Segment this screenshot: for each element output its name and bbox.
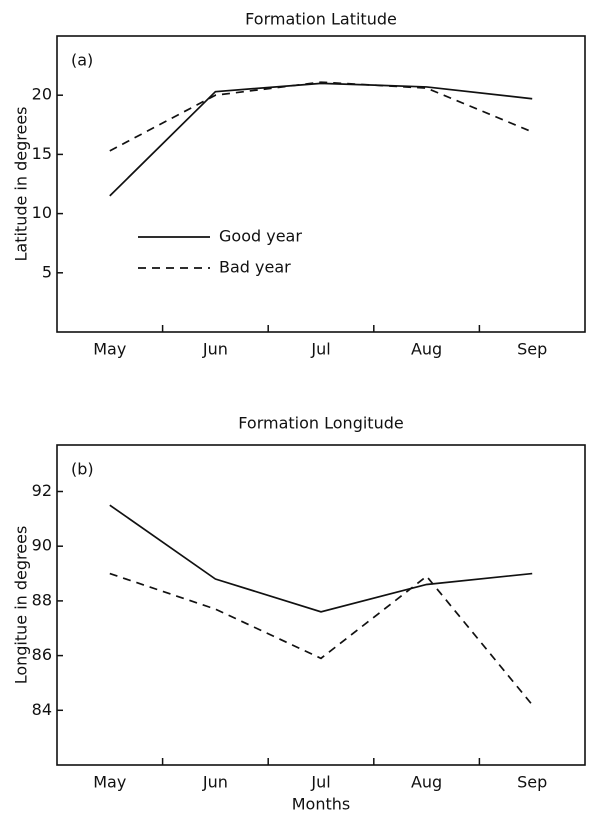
legend-label: Good year	[219, 227, 302, 246]
chart-title: Formation Latitude	[245, 10, 397, 29]
panel-label: (a)	[71, 51, 93, 70]
x-tick-label: Sep	[517, 340, 547, 359]
y-axis-label: Longitue in degrees	[12, 526, 31, 685]
x-tick-label: Jul	[310, 773, 330, 792]
y-tick-label: 10	[32, 203, 52, 222]
y-axis-label: Latitude in degrees	[12, 106, 31, 261]
x-tick-label: May	[93, 773, 126, 792]
data-line	[109, 572, 533, 706]
y-tick-label: 15	[32, 144, 52, 163]
x-tick-label: Jun	[202, 773, 228, 792]
chart-title: Formation Longitude	[238, 414, 403, 433]
y-tick-label: 84	[32, 700, 52, 719]
plot-frame	[56, 35, 586, 333]
panel-label: (b)	[71, 460, 94, 479]
y-tick-label: 5	[42, 262, 52, 281]
y-tick-label: 90	[32, 536, 52, 555]
y-tick-label: 92	[32, 481, 52, 500]
x-tick-label: Jun	[202, 340, 228, 359]
y-tick-label: 86	[32, 645, 52, 664]
x-tick-label: Aug	[411, 773, 442, 792]
y-tick-label: 20	[32, 85, 52, 104]
plot-frame	[56, 444, 586, 766]
x-tick-label: Aug	[411, 340, 442, 359]
x-tick-label: Jul	[310, 340, 330, 359]
x-tick-label: May	[93, 340, 126, 359]
x-tick-label: Sep	[517, 773, 547, 792]
data-line	[109, 81, 533, 152]
y-tick-label: 88	[32, 590, 52, 609]
x-axis-label: Months	[292, 795, 350, 814]
legend-label: Bad year	[219, 258, 291, 277]
data-line	[109, 82, 533, 197]
data-line	[109, 504, 533, 613]
